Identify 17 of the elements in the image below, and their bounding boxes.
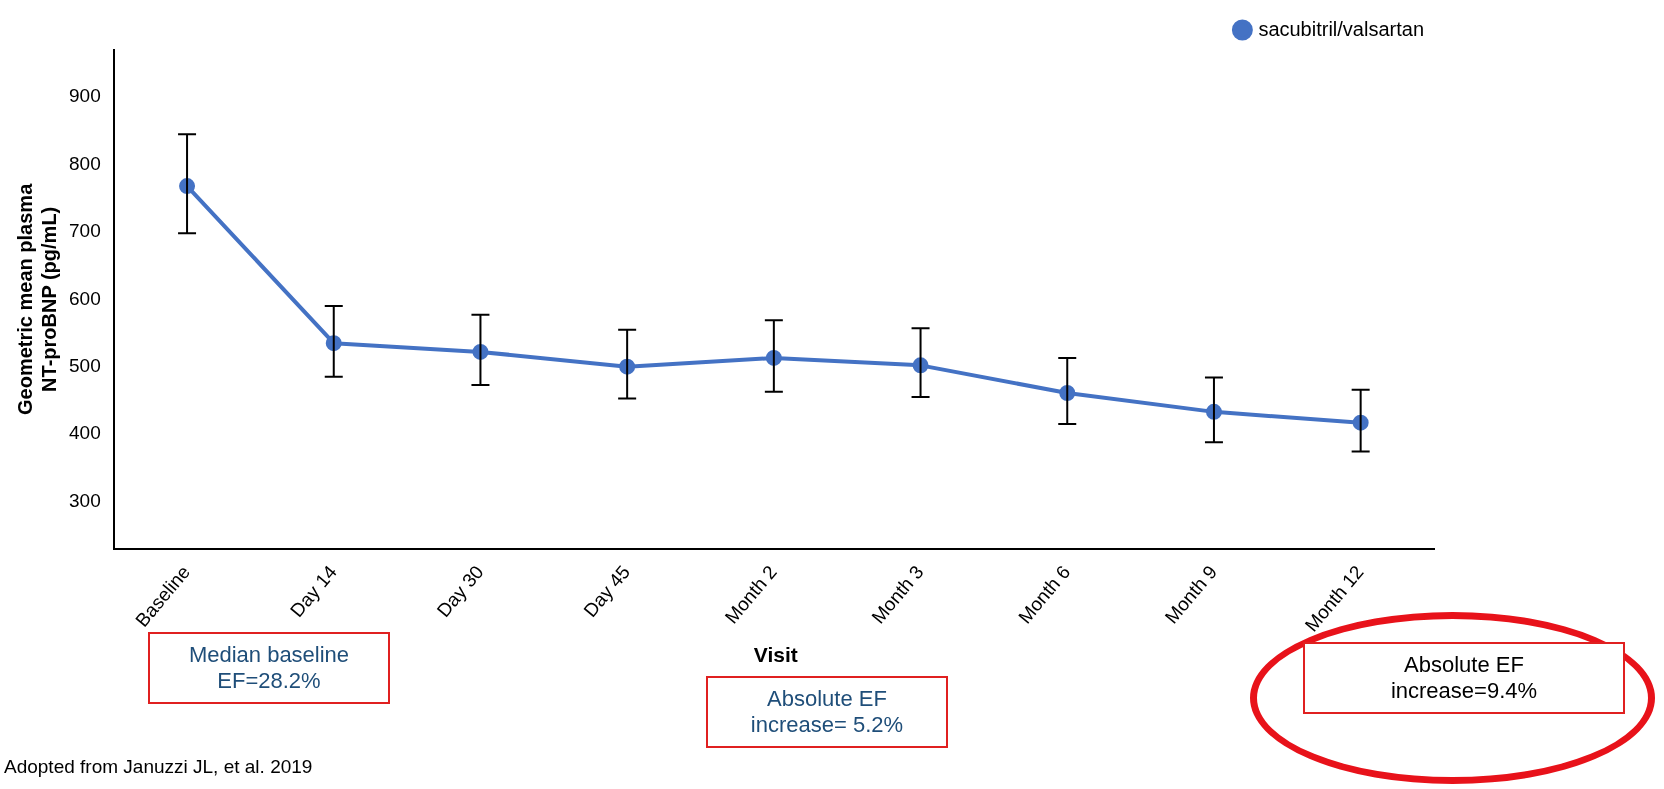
- text: Median baseline EF=28.2%: [148, 632, 390, 704]
- y-tick-label: 300: [69, 489, 101, 511]
- y-tick-label: 700: [69, 220, 101, 242]
- text: Absolute EF increase= 5.2%: [706, 676, 948, 748]
- x-tick-label: Day 14: [286, 561, 341, 621]
- y-tick-label: 600: [69, 287, 101, 309]
- x-tick-label: Day 30: [432, 561, 488, 621]
- text: Absolute EF increase=9.4%: [1303, 642, 1625, 714]
- y-axis-title: Geometric mean plasma NT-proBNP (pg/mL): [13, 182, 60, 415]
- x-axis-title: Visit: [753, 643, 798, 667]
- x-tick-label: Day 45: [579, 561, 635, 621]
- y-tick-label: 500: [69, 354, 101, 376]
- legend-label: sacubitril/valsartan: [1258, 17, 1424, 40]
- y-tick-label: 900: [69, 85, 101, 107]
- y-tick-label: 800: [69, 152, 101, 174]
- y-tick-label: 400: [69, 422, 101, 444]
- text: Adopted from Januzzi JL, et al. 2019: [4, 756, 313, 778]
